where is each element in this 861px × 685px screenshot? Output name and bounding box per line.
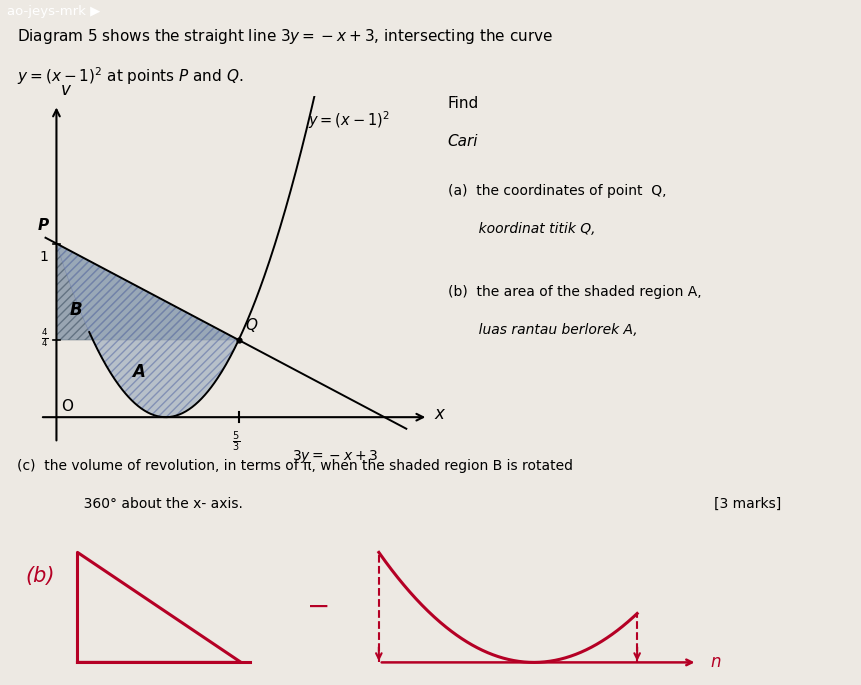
Text: (a)  the coordinates of point  Q,: (a) the coordinates of point Q, bbox=[448, 184, 666, 198]
Text: [3 marks]: [3 marks] bbox=[715, 497, 782, 510]
Text: B: B bbox=[70, 301, 83, 319]
Text: (b): (b) bbox=[26, 566, 55, 586]
Text: $\frac{5}{3}$: $\frac{5}{3}$ bbox=[232, 429, 240, 453]
Text: v: v bbox=[61, 82, 71, 99]
Text: Diagram 5 shows the straight line $3y=-x+3$, intersecting the curve: Diagram 5 shows the straight line $3y=-x… bbox=[17, 27, 554, 47]
Text: (b)  the area of the shaded region A,: (b) the area of the shaded region A, bbox=[448, 285, 702, 299]
Text: $y=(x-1)^2$: $y=(x-1)^2$ bbox=[308, 109, 390, 131]
Text: 1: 1 bbox=[40, 251, 49, 264]
Text: ao-jeys-mrk ▶: ao-jeys-mrk ▶ bbox=[7, 5, 100, 18]
Text: $3y=-x+3$: $3y=-x+3$ bbox=[292, 449, 378, 465]
Text: Q: Q bbox=[245, 318, 257, 333]
Text: A: A bbox=[132, 363, 145, 381]
Text: O: O bbox=[61, 399, 73, 414]
Text: $y=(x-1)^2$ at points $P$ and $Q$.: $y=(x-1)^2$ at points $P$ and $Q$. bbox=[17, 65, 244, 87]
Text: Find: Find bbox=[448, 96, 479, 111]
Text: 360° about the x- axis.: 360° about the x- axis. bbox=[53, 497, 243, 510]
Text: $n$: $n$ bbox=[710, 653, 722, 671]
Text: (c)  the volume of revolution, in terms of π, when the shaded region B is rotate: (c) the volume of revolution, in terms o… bbox=[17, 459, 573, 473]
Text: x: x bbox=[435, 405, 444, 423]
Text: koordinat titik Q,: koordinat titik Q, bbox=[448, 222, 595, 236]
Text: −: − bbox=[307, 593, 331, 621]
Text: Cari: Cari bbox=[448, 134, 478, 149]
Text: $\frac{4}{4}$: $\frac{4}{4}$ bbox=[41, 327, 49, 349]
Text: P: P bbox=[38, 218, 49, 233]
Text: luas rantau berlorek A,: luas rantau berlorek A, bbox=[448, 323, 637, 337]
